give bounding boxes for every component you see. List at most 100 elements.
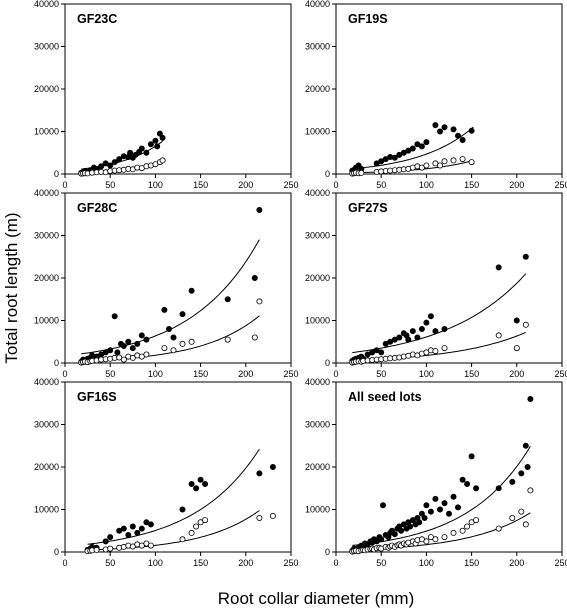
x-tick-label: 100 xyxy=(419,558,434,568)
x-tick-label: 200 xyxy=(238,369,253,379)
data-point-open xyxy=(193,523,200,530)
panel-2: 0 50 100 150 200 250 0 10000 20000 30000 40000 GF19… xyxy=(305,0,567,190)
data-point-open xyxy=(436,162,443,169)
y-tick-label: 30000 xyxy=(305,231,330,241)
x-tick-label: 0 xyxy=(62,369,67,379)
x-tick-label: 0 xyxy=(62,558,67,568)
data-point-filled xyxy=(378,349,385,356)
y-tick-label: 30000 xyxy=(305,42,330,52)
data-point-open xyxy=(423,162,430,169)
x-tick-label: 150 xyxy=(193,369,208,379)
data-point-filled xyxy=(518,470,525,477)
data-point-filled xyxy=(179,506,186,513)
data-point-open xyxy=(441,158,448,165)
data-point-open xyxy=(202,517,209,524)
data-point-open xyxy=(459,527,466,534)
data-point-filled xyxy=(473,485,480,492)
data-point-filled xyxy=(256,206,263,213)
x-tick-label: 150 xyxy=(464,369,479,379)
data-point-filled xyxy=(170,334,177,341)
data-point-filled xyxy=(445,510,452,517)
data-point-filled xyxy=(436,128,443,135)
data-point-filled xyxy=(193,485,200,492)
data-point-filled xyxy=(269,463,276,470)
y-tick-label: 0 xyxy=(54,169,59,179)
data-point-filled xyxy=(495,485,502,492)
plot-frame xyxy=(64,381,292,553)
data-point-open xyxy=(522,521,529,528)
y-axis-label: Total root length (m) xyxy=(2,212,21,363)
data-point-open xyxy=(450,529,457,536)
data-point-filled xyxy=(179,311,186,318)
y-tick-label: 40000 xyxy=(34,377,59,387)
data-point-open xyxy=(170,347,177,354)
data-point-filled xyxy=(197,476,204,483)
x-tick-label: 200 xyxy=(509,369,524,379)
x-tick-label: 0 xyxy=(62,180,67,190)
x-tick-label: 200 xyxy=(509,558,524,568)
y-tick-label: 30000 xyxy=(34,420,59,430)
data-point-open xyxy=(423,538,430,545)
panel-title: GF16S xyxy=(77,390,117,404)
data-point-filled xyxy=(107,534,114,541)
data-point-open xyxy=(107,545,114,552)
y-tick-label: 20000 xyxy=(34,273,59,283)
data-point-filled xyxy=(127,149,134,156)
x-tick-label: 150 xyxy=(193,558,208,568)
y-tick-label: 10000 xyxy=(34,127,59,137)
x-tick-label: 50 xyxy=(105,369,115,379)
data-point-open xyxy=(518,508,525,515)
plot-frame xyxy=(335,192,563,364)
data-point-filled xyxy=(454,132,461,139)
x-tick-label: 250 xyxy=(283,558,298,568)
data-point-filled xyxy=(418,510,425,517)
x-tick-label: 100 xyxy=(148,558,163,568)
data-point-filled xyxy=(432,328,439,335)
data-point-filled xyxy=(378,536,385,543)
data-point-filled xyxy=(522,253,529,260)
data-point-filled xyxy=(379,502,386,509)
data-point-open xyxy=(179,340,186,347)
data-point-filled xyxy=(423,502,430,509)
x-tick-label: 100 xyxy=(148,369,163,379)
data-point-filled xyxy=(98,163,105,170)
y-tick-label: 20000 xyxy=(34,84,59,94)
panel-1: 0 50 100 150 200 250 0 10000 20000 30000 40000 GF23… xyxy=(34,0,299,190)
panel-4: 0 50 100 150 200 250 0 10000 20000 30000 40000 GF27… xyxy=(305,188,567,379)
fit-curve-filled xyxy=(352,273,527,354)
data-point-filled xyxy=(409,328,416,335)
y-tick-label: 0 xyxy=(325,547,330,557)
data-point-open xyxy=(464,523,471,530)
data-point-open xyxy=(459,156,466,163)
data-point-filled xyxy=(114,349,121,356)
data-point-filled xyxy=(522,442,529,449)
x-tick-label: 150 xyxy=(464,180,479,190)
x-tick-label: 150 xyxy=(464,558,479,568)
data-point-filled xyxy=(188,287,195,294)
panel-6: 0 50 100 150 200 250 0 10000 20000 30000 40000 All … xyxy=(305,377,567,568)
data-point-filled xyxy=(129,345,136,352)
data-point-filled xyxy=(418,143,425,150)
y-tick-label: 10000 xyxy=(34,505,59,515)
data-point-open xyxy=(120,356,127,363)
data-point-filled xyxy=(143,149,150,156)
y-tick-label: 40000 xyxy=(305,0,330,9)
fit-curve-filled xyxy=(352,126,474,170)
data-point-filled xyxy=(427,508,434,515)
data-point-filled xyxy=(441,124,448,131)
y-tick-label: 10000 xyxy=(305,505,330,515)
data-point-open xyxy=(527,487,534,494)
x-tick-label: 100 xyxy=(148,180,163,190)
panel-5: 0 50 100 150 200 250 0 10000 20000 30000 40000 GF16… xyxy=(34,377,299,568)
data-point-filled xyxy=(391,154,398,161)
x-axis-label: Root collar diameter (mm) xyxy=(218,589,415,608)
data-point-filled xyxy=(450,126,457,133)
fit-curve-filled xyxy=(87,448,260,545)
y-tick-label: 10000 xyxy=(305,127,330,137)
data-point-filled xyxy=(416,519,423,526)
data-point-filled xyxy=(396,334,403,341)
data-point-open xyxy=(522,321,529,328)
plot-frame xyxy=(64,3,292,175)
data-point-open xyxy=(93,546,100,553)
